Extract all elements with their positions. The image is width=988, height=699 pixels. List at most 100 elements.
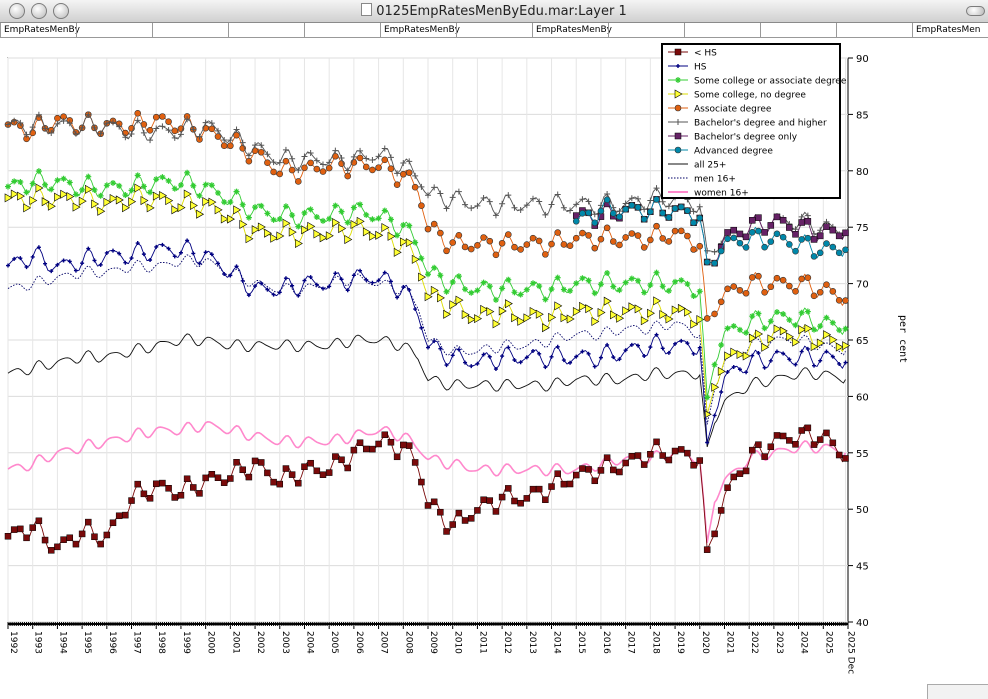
layer-tab[interactable]: EmpRatesMen <box>912 23 988 37</box>
layer-tab[interactable]: EmpRatesMenByEdu <box>0 23 80 37</box>
data-point <box>313 467 321 475</box>
layer-tab[interactable] <box>304 23 384 37</box>
data-point <box>344 167 351 174</box>
data-point <box>622 306 631 316</box>
layer-tab[interactable]: EmpRatesMenByEdu <box>532 23 612 37</box>
data-point <box>486 237 494 245</box>
data-point <box>332 147 339 154</box>
close-window-button[interactable] <box>9 3 25 19</box>
data-point <box>761 325 768 332</box>
data-point <box>190 182 197 189</box>
data-point <box>712 413 717 418</box>
data-point <box>60 536 67 543</box>
window-resize-area[interactable] <box>927 684 988 699</box>
data-point <box>591 477 599 485</box>
data-point <box>622 459 629 467</box>
data-point <box>449 279 456 286</box>
data-point <box>36 245 41 250</box>
data-point <box>684 449 691 457</box>
layer-tab[interactable] <box>760 23 840 37</box>
y-tick-label: 75 <box>856 223 869 234</box>
data-point <box>517 291 524 298</box>
data-point <box>812 363 817 368</box>
data-point <box>579 465 586 472</box>
data-point <box>743 329 750 336</box>
data-point <box>418 255 425 262</box>
data-point <box>270 168 277 176</box>
data-point <box>736 349 745 360</box>
data-point <box>616 241 623 249</box>
data-point <box>736 470 744 477</box>
data-point <box>381 145 388 152</box>
data-point <box>591 219 599 227</box>
data-point <box>654 332 659 337</box>
data-point <box>511 313 520 323</box>
data-point <box>257 222 266 232</box>
data-point <box>264 469 271 477</box>
layer-tab[interactable] <box>684 23 764 37</box>
data-point <box>400 441 407 449</box>
layer-tab[interactable] <box>836 23 916 37</box>
x-tick-label: 2021 <box>724 631 734 654</box>
data-point <box>115 512 123 520</box>
layer-tab[interactable] <box>76 23 156 37</box>
data-point <box>518 360 523 365</box>
data-point <box>823 429 830 437</box>
data-point <box>696 203 703 210</box>
layer-tab[interactable] <box>228 23 308 37</box>
data-point <box>672 278 679 285</box>
toolbar-toggle-button[interactable] <box>966 6 985 16</box>
data-point <box>560 286 567 293</box>
data-point <box>251 457 259 465</box>
data-point <box>504 231 512 238</box>
data-point <box>542 211 549 218</box>
layer-tab[interactable] <box>152 23 232 37</box>
minimize-window-button[interactable] <box>31 3 47 19</box>
data-point <box>560 241 568 248</box>
data-point <box>767 283 775 291</box>
data-point <box>773 213 781 221</box>
layer-tab[interactable] <box>608 23 688 37</box>
legend-label: women 16+ <box>694 189 749 199</box>
data-point <box>6 263 10 268</box>
data-point <box>109 519 117 527</box>
data-point <box>535 309 544 319</box>
data-point <box>572 212 580 219</box>
data-point <box>171 134 178 141</box>
data-point <box>455 188 462 195</box>
data-point <box>406 222 413 229</box>
data-point <box>208 125 216 133</box>
data-point <box>677 446 685 453</box>
data-point <box>35 183 44 193</box>
data-point <box>308 275 313 280</box>
data-point <box>91 199 100 209</box>
data-point <box>717 247 725 255</box>
data-point <box>676 64 680 68</box>
layer-tab[interactable] <box>456 23 536 37</box>
data-point <box>153 176 160 183</box>
legend-label: men 16+ <box>694 175 736 185</box>
data-point <box>762 365 767 370</box>
data-point <box>160 242 165 247</box>
data-point <box>332 202 339 209</box>
data-point <box>730 473 737 481</box>
data-point <box>810 441 818 448</box>
data-point <box>431 264 438 271</box>
data-point <box>259 281 264 286</box>
data-point <box>307 459 314 467</box>
data-point <box>449 521 456 528</box>
data-point <box>191 251 196 256</box>
data-point <box>214 205 223 215</box>
data-point <box>29 524 36 531</box>
layer-tab[interactable]: EmpRatesMenByEdu <box>380 23 460 37</box>
data-point <box>580 349 585 354</box>
data-point <box>55 262 60 267</box>
zoom-window-button[interactable] <box>53 3 69 19</box>
data-point <box>529 234 537 242</box>
data-point <box>573 280 580 287</box>
data-point <box>221 199 228 206</box>
data-point <box>554 274 561 281</box>
data-point <box>786 241 793 248</box>
data-point <box>555 344 560 349</box>
data-point <box>724 325 731 332</box>
